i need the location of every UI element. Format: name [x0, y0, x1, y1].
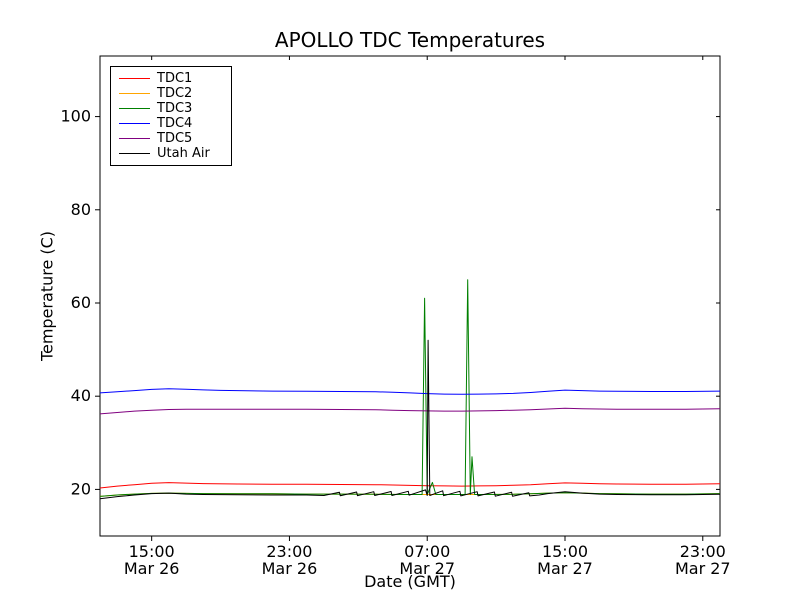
legend-item: TDC3 [119, 101, 223, 116]
y-tick-label: 40 [71, 386, 91, 405]
axes-frame [99, 55, 721, 537]
y-tick-label: 80 [71, 200, 91, 219]
legend-item: TDC2 [119, 86, 223, 101]
x-tick-label-date: Mar 26 [124, 559, 180, 578]
series-tdc3 [99, 279, 721, 497]
x-tick-label-time: 23:00 [680, 542, 726, 561]
legend-label: TDC1 [157, 71, 193, 86]
x-tick-label-date: Mar 26 [262, 559, 318, 578]
legend-item: TDC5 [119, 131, 223, 146]
legend-line-sample [119, 108, 150, 109]
x-tick-label-time: 15:00 [129, 542, 175, 561]
legend-label: TDC5 [157, 131, 193, 146]
legend-line-sample [119, 153, 150, 154]
x-tick-label-date: Mar 27 [537, 559, 593, 578]
series-tdc1 [99, 482, 721, 489]
x-tick-label-time: 15:00 [542, 542, 588, 561]
legend-label: TDC3 [157, 101, 193, 116]
legend-line-sample [119, 93, 150, 94]
legend-label: Utah Air [157, 146, 210, 161]
chart-title: APOLLO TDC Temperatures [274, 28, 546, 52]
legend: TDC1 TDC2 TDC3 TDC4 TDC5 Utah Air [110, 66, 232, 166]
legend-line-sample [119, 123, 150, 124]
legend-item: TDC1 [119, 71, 223, 86]
legend-line-sample [119, 138, 150, 139]
legend-line-sample [119, 78, 150, 79]
y-tick-label: 60 [71, 293, 91, 312]
legend-label: TDC2 [157, 86, 193, 101]
series-tdc5 [99, 407, 721, 415]
y-tick-label: 100 [60, 107, 91, 126]
legend-item: TDC4 [119, 116, 223, 131]
legend-label: TDC4 [157, 116, 193, 131]
series-utah-air [99, 339, 721, 500]
x-tick-label-date: Mar 27 [675, 559, 731, 578]
x-tick-label-time: 23:00 [266, 542, 312, 561]
x-tick-label-date: Mar 27 [399, 559, 455, 578]
x-tick-label-time: 07:00 [404, 542, 450, 561]
legend-item: Utah Air [119, 146, 223, 161]
x-axis-label: Date (GMT) [364, 572, 456, 591]
series-tdc4 [99, 388, 721, 395]
y-tick-label: 20 [71, 479, 91, 498]
